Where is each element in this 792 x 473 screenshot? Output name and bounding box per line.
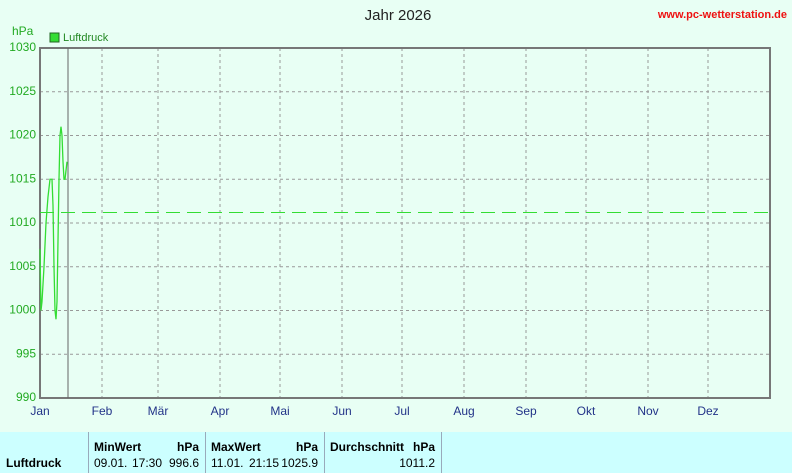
x-tick-label: Aug: [453, 404, 474, 418]
y-tick-label: 1030: [9, 40, 36, 54]
min-date: 09.01.: [94, 456, 128, 470]
max-date: 11.01.: [211, 456, 244, 470]
min-header: MinWert: [94, 440, 142, 454]
data-line: [39, 126, 68, 320]
source-link[interactable]: www.pc-wetterstation.de: [657, 9, 787, 21]
x-tick-label: Mär: [148, 404, 169, 418]
x-tick-label: Jan: [30, 404, 49, 418]
x-tick-label: Apr: [211, 404, 230, 418]
avg-value: 1011.2: [399, 456, 435, 470]
x-tick-label: Nov: [637, 404, 658, 418]
legend-label: Luftdruck: [63, 32, 109, 44]
legend-swatch: [49, 32, 60, 43]
x-tick-label: Feb: [92, 404, 113, 418]
x-tick-label: Jul: [394, 404, 409, 418]
max-time: 21:15: [249, 456, 280, 470]
avg-cell: Durchschnitt hPa 1011.2: [325, 432, 442, 473]
row-label: Luftdruck: [6, 456, 62, 470]
y-tick-label: 1005: [9, 259, 36, 273]
y-tick-label: 1020: [9, 128, 36, 142]
avg-header: Durchschnitt: [330, 440, 405, 454]
y-tick-label: 1010: [9, 215, 36, 229]
stats-table: Luftdruck MinWert hPa 09.01. 17:30 996.6…: [0, 432, 792, 473]
chart: Jahr 2026 www.pc-wetterstation.de hPa 99…: [0, 0, 792, 432]
avg-unit: hPa: [412, 440, 435, 454]
x-tick-label: Mai: [270, 404, 289, 418]
chart-title: Jahr 2026: [365, 7, 432, 24]
y-tick-label: 995: [16, 346, 36, 360]
x-tick-label: Dez: [697, 404, 718, 418]
y-tick-label: 990: [16, 390, 36, 404]
plot-frame: [39, 47, 771, 399]
max-cell: MaxWert hPa 11.01. 21:15 1025.9: [206, 432, 325, 473]
y-tick-label: 1025: [9, 84, 36, 98]
max-value: 1025.9: [281, 456, 318, 470]
min-time: 17:30: [132, 456, 163, 470]
max-header: MaxWert: [211, 440, 261, 454]
x-tick-label: Sep: [515, 404, 537, 418]
x-tick-label: Okt: [577, 404, 596, 418]
y-axis-label: hPa: [12, 24, 34, 38]
min-unit: hPa: [176, 440, 199, 454]
label-cell: Luftdruck: [0, 432, 89, 473]
min-value: 996.6: [168, 456, 199, 470]
y-tick-label: 1015: [9, 171, 36, 185]
max-unit: hPa: [295, 440, 318, 454]
y-tick-label: 1000: [9, 303, 36, 317]
x-tick-label: Jun: [332, 404, 351, 418]
min-cell: MinWert hPa 09.01. 17:30 996.6: [89, 432, 206, 473]
chart-background: [0, 0, 792, 432]
